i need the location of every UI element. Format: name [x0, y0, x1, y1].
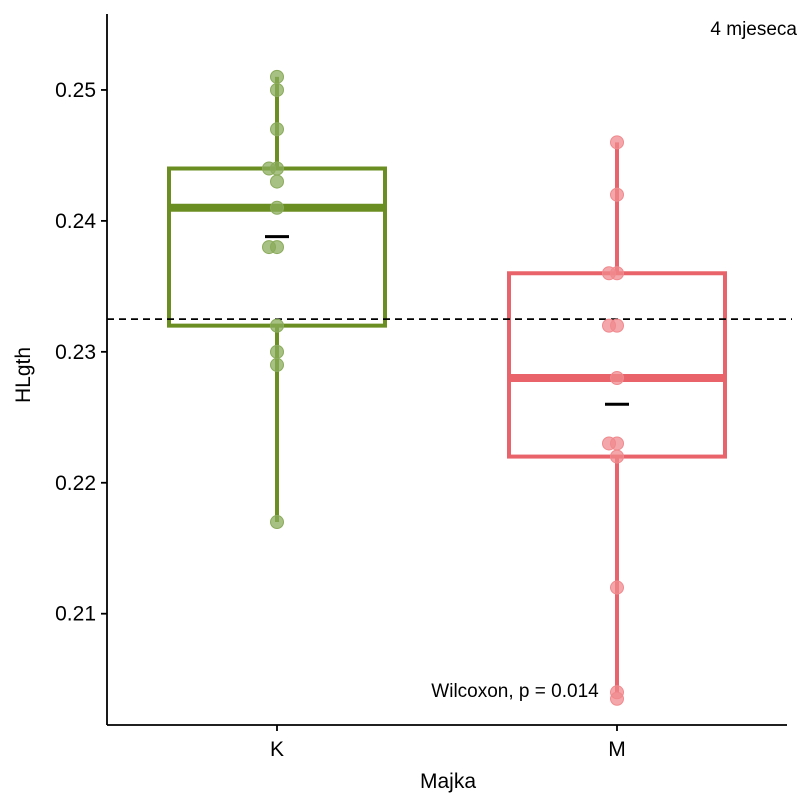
data-point	[610, 449, 624, 464]
data-point	[270, 344, 284, 359]
chart-subtitle: 4 mjeseca	[710, 19, 797, 40]
data-point	[610, 371, 624, 386]
data-point	[270, 174, 284, 189]
data-point	[270, 69, 284, 84]
data-point	[270, 515, 284, 530]
y-tick-label: 0.22	[55, 472, 96, 495]
ticks: 0.21 0.22 0.23 0.24 0.25 K M	[55, 79, 626, 761]
data-point	[602, 266, 616, 281]
data-point	[602, 436, 616, 451]
data-point	[270, 82, 284, 97]
box-iqr	[507, 271, 727, 459]
test-annotation: Wilcoxon, p = 0.014	[431, 681, 599, 702]
y-tick-label: 0.24	[55, 210, 96, 233]
data-point	[602, 318, 616, 333]
axes	[106, 14, 787, 726]
y-tick-label: 0.23	[55, 341, 96, 364]
x-axis-title: Majka	[420, 770, 476, 793]
data-point	[610, 135, 624, 150]
data-point	[610, 187, 624, 202]
data-point	[610, 691, 624, 706]
y-tick-label: 0.21	[55, 603, 96, 626]
data-point	[270, 318, 284, 333]
data-point	[270, 122, 284, 137]
box-group-k	[167, 76, 387, 523]
y-tick-label: 0.25	[55, 79, 96, 102]
data-point	[270, 357, 284, 372]
data-point	[270, 200, 284, 215]
x-tick-label: M	[608, 738, 626, 761]
x-tick-label: K	[270, 738, 284, 761]
plot-area	[107, 69, 792, 706]
data-point	[262, 240, 276, 255]
y-axis-title: HLgth	[12, 347, 35, 403]
data-point	[262, 161, 276, 176]
data-point	[610, 580, 624, 595]
box-group-m	[507, 142, 727, 693]
